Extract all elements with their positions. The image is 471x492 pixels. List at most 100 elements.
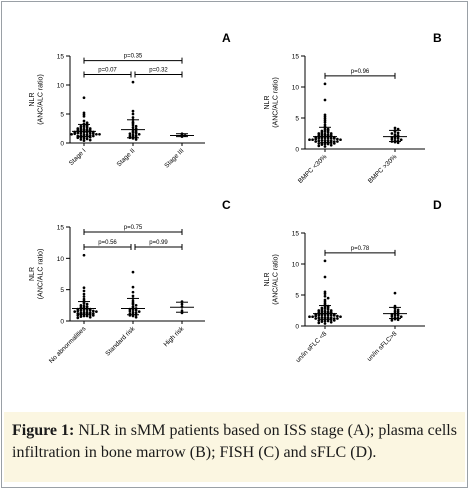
y-tick-label: 15 bbox=[292, 231, 300, 238]
data-point bbox=[137, 132, 141, 136]
p-value-label: p=0.32 bbox=[149, 68, 168, 74]
data-point bbox=[320, 143, 324, 147]
caption-text: NLR in sMM patients based on ISS stage (… bbox=[12, 422, 457, 461]
data-point bbox=[323, 300, 327, 304]
data-point bbox=[85, 302, 89, 306]
data-point bbox=[329, 320, 333, 324]
data-point bbox=[320, 315, 324, 319]
data-point bbox=[336, 314, 339, 318]
data-point bbox=[82, 119, 86, 123]
data-point bbox=[329, 139, 333, 143]
data-point bbox=[88, 315, 92, 319]
figure-caption: Figure 1: NLR in sMM patients based on I… bbox=[4, 412, 465, 482]
y-axis-label-line: NLR bbox=[264, 272, 271, 286]
data-point bbox=[332, 319, 336, 322]
data-point bbox=[134, 308, 138, 312]
data-point bbox=[85, 310, 89, 314]
data-point bbox=[85, 308, 89, 312]
data-point bbox=[336, 140, 339, 143]
data-point bbox=[323, 117, 327, 120]
data-point bbox=[82, 292, 86, 296]
data-point bbox=[326, 129, 330, 132]
x-tick-label: Stage II bbox=[116, 147, 137, 168]
x-tick-label: BMPC <30% bbox=[297, 153, 329, 185]
p-value-label: p=0.75 bbox=[124, 225, 143, 231]
data-point bbox=[326, 296, 330, 300]
data-point bbox=[390, 137, 394, 141]
data-point bbox=[131, 80, 135, 84]
data-point bbox=[320, 136, 324, 140]
data-point bbox=[317, 144, 321, 148]
x-tick-label: No abnormalities bbox=[48, 325, 88, 365]
data-point bbox=[326, 138, 330, 142]
data-point bbox=[320, 308, 324, 312]
data-point bbox=[128, 132, 132, 136]
data-point bbox=[396, 131, 400, 135]
data-point bbox=[82, 297, 86, 301]
data-point bbox=[91, 309, 95, 313]
x-tick-label: High risk bbox=[163, 325, 186, 348]
data-point bbox=[323, 275, 327, 279]
panel-d: D 0 5 10 15 NLR (ANC/ALC ratio) un/in sFLC <8 un… bbox=[264, 198, 442, 364]
data-point bbox=[332, 314, 336, 317]
data-point bbox=[134, 124, 138, 128]
panel-a: A 0 5 10 15 NLR (ANC/ALC ratio) Stage I Stage II… bbox=[29, 31, 231, 170]
data-point bbox=[314, 314, 318, 318]
x-tick-label: un/in sFLC <8 bbox=[295, 330, 329, 364]
data-point bbox=[323, 82, 327, 86]
data-point bbox=[323, 294, 327, 298]
data-point bbox=[131, 290, 135, 294]
y-tick-label: 0 bbox=[60, 319, 64, 326]
y-tick-label: 0 bbox=[295, 324, 299, 331]
panel-b: B 0 5 10 15 NLR (ANC/ALC ratio) BMPC <30% BMPC >… bbox=[264, 31, 442, 185]
data-point bbox=[329, 132, 333, 135]
p-value-label: p=0.78 bbox=[351, 246, 370, 252]
panel-letter: B bbox=[433, 31, 442, 45]
data-point bbox=[320, 310, 324, 314]
data-point bbox=[323, 298, 327, 302]
data-point bbox=[326, 130, 330, 134]
data-point bbox=[393, 291, 397, 295]
data-point bbox=[76, 314, 80, 317]
data-point bbox=[326, 306, 330, 309]
data-point bbox=[128, 312, 132, 315]
data-point bbox=[339, 138, 342, 142]
data-point bbox=[317, 319, 321, 322]
data-point bbox=[91, 132, 95, 136]
data-point bbox=[336, 137, 339, 141]
data-point bbox=[91, 312, 95, 315]
data-point bbox=[339, 315, 342, 319]
x-tick-label: Stage I bbox=[68, 147, 88, 167]
data-point bbox=[82, 289, 86, 293]
p-value-label: p=0.56 bbox=[98, 240, 117, 246]
data-point bbox=[329, 141, 333, 145]
data-point bbox=[326, 142, 330, 146]
data-point bbox=[399, 315, 403, 319]
data-point bbox=[396, 308, 400, 312]
y-tick-label: 15 bbox=[292, 54, 300, 61]
x-tick-label: Stage III bbox=[163, 147, 185, 169]
data-point bbox=[82, 286, 86, 290]
data-point bbox=[323, 142, 327, 146]
data-point bbox=[323, 292, 327, 296]
data-point bbox=[396, 141, 400, 145]
data-point bbox=[317, 316, 321, 320]
data-point bbox=[137, 310, 141, 313]
data-point bbox=[323, 145, 327, 148]
data-point bbox=[323, 322, 327, 325]
data-point bbox=[91, 134, 95, 138]
panel-c: C 0 5 10 15 NLR (ANC/ALC ratio) No abnormalitie… bbox=[29, 198, 231, 365]
data-point bbox=[95, 132, 98, 136]
panel-letter: A bbox=[222, 31, 231, 45]
data-point bbox=[396, 137, 400, 140]
data-point bbox=[134, 315, 138, 319]
data-point bbox=[336, 317, 339, 320]
data-point bbox=[134, 311, 138, 315]
data-point bbox=[396, 127, 400, 131]
data-point bbox=[95, 310, 98, 313]
data-point bbox=[329, 314, 333, 317]
y-tick-label: 10 bbox=[292, 262, 300, 269]
data-point bbox=[85, 314, 89, 318]
data-point bbox=[396, 314, 400, 317]
data-point bbox=[134, 303, 138, 307]
